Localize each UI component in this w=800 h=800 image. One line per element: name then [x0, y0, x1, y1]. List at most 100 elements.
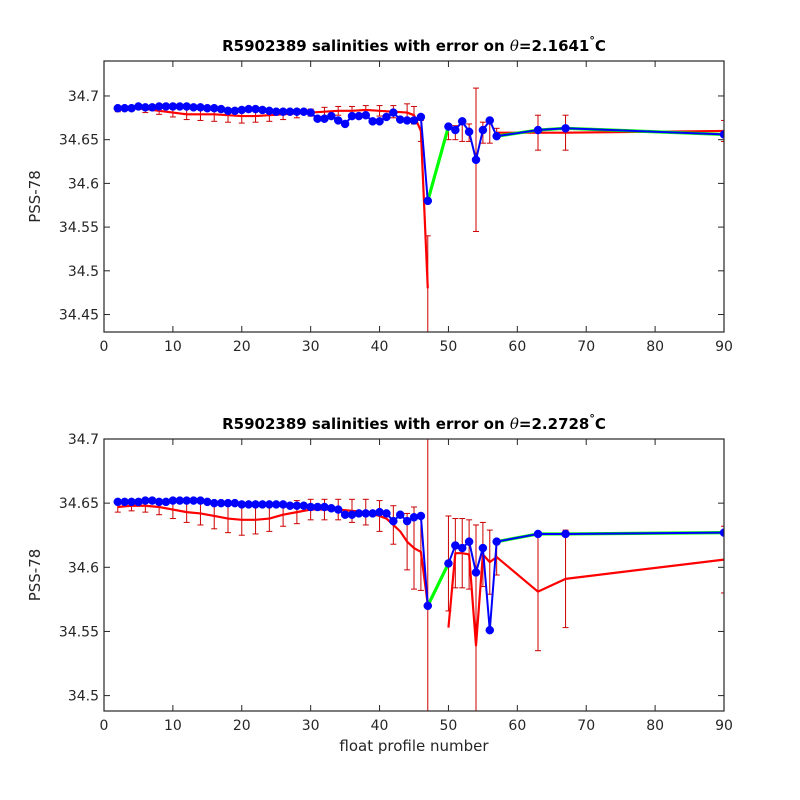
float-salinity-point — [561, 529, 570, 539]
title-value: =2.2728 — [519, 415, 589, 433]
title-degree: ° — [589, 412, 595, 425]
title-value: =2.1641 — [519, 37, 589, 55]
float-salinity-point — [561, 124, 570, 133]
float-salinity-point — [134, 497, 143, 507]
title-prefix: R5902389 salinities with error on — [222, 37, 510, 55]
float-salinity-point — [719, 130, 724, 139]
float-salinity-point — [306, 108, 315, 117]
float-salinity-point — [719, 528, 724, 537]
y-tick-label: 34.65 — [59, 496, 99, 512]
float-salinity-point — [485, 625, 495, 635]
float-salinity-point — [402, 516, 412, 526]
float-salinity-point — [327, 504, 336, 513]
title-prefix: R5902389 salinities with error on — [222, 415, 510, 433]
mapped-salinity-line — [117, 504, 429, 605]
x-tick-label: 70 — [577, 339, 595, 355]
float-salinity-point — [389, 516, 398, 526]
float-salinity-point — [533, 529, 543, 539]
float-salinity-point — [464, 537, 474, 546]
float-salinity-point — [457, 117, 467, 126]
float-salinity-point — [375, 507, 384, 517]
float-salinity-point — [161, 497, 171, 507]
float-salinity-point — [451, 125, 460, 135]
float-salinity-point — [409, 116, 419, 125]
plot-content — [113, 439, 724, 711]
top-salinity-panel: 0 10 20 30 40 50 60 70 80 90 34.45 34.5 34.55 34.6 34.… — [26, 34, 733, 355]
float-salinity-point — [395, 510, 405, 519]
interpolated-salinity-line — [426, 562, 450, 607]
float-salinity-point — [416, 511, 426, 521]
title-unit: C — [595, 415, 606, 433]
y-tick-label: 34.6 — [68, 176, 99, 192]
y-axis-label: PSS-78 — [26, 170, 44, 223]
x-tick-label: 0 — [100, 339, 109, 355]
title-degree: ° — [589, 34, 595, 47]
title-theta-symbol: θ — [510, 37, 519, 55]
float-salinity-point — [416, 112, 426, 122]
title-theta-symbol: θ — [510, 415, 519, 433]
y-tick-label: 34.6 — [68, 560, 99, 576]
x-tick-label: 80 — [646, 718, 664, 734]
y-tick-label: 34.45 — [59, 308, 99, 324]
x-tick-label: 40 — [371, 718, 389, 734]
float-salinity-point — [423, 196, 433, 206]
x-tick-label: 60 — [508, 718, 526, 734]
float-salinity-point — [278, 500, 288, 509]
x-tick-label: 20 — [233, 339, 251, 355]
x-tick-label: 70 — [577, 718, 595, 734]
y-tick-label: 34.7 — [68, 89, 99, 105]
float-salinity-point — [478, 543, 488, 553]
float-salinity-point — [203, 497, 212, 507]
y-tick-label: 34.55 — [59, 220, 99, 236]
float-salinity-point — [196, 496, 205, 505]
x-tick-label: 80 — [646, 339, 664, 355]
float-salinity-point — [464, 127, 474, 137]
chart-title: R5902389 salinities with error on θ=2.27… — [222, 412, 606, 433]
float-salinity-point — [492, 537, 501, 546]
x-tick-label: 40 — [371, 339, 389, 355]
float-salinity-point — [457, 543, 467, 553]
float-salinity-point — [485, 116, 495, 125]
plot-area — [104, 61, 724, 332]
float-salinity-point — [409, 513, 419, 522]
float-salinity-point — [333, 116, 343, 125]
float-salinity-point — [333, 505, 343, 514]
float-salinity-point — [368, 509, 377, 518]
float-salinity-point — [533, 125, 543, 135]
chart-title: R5902389 salinities with error on θ=2.16… — [222, 34, 606, 55]
float-salinity-point — [444, 122, 453, 131]
title-unit: C — [595, 37, 606, 55]
y-axis-label: PSS-78 — [26, 549, 44, 602]
float-salinity-point — [423, 601, 433, 611]
x-tick-label: 30 — [302, 718, 320, 734]
y-tick-label: 34.7 — [68, 432, 99, 448]
y-tick-label: 34.5 — [68, 689, 99, 705]
x-tick-label: 50 — [440, 718, 458, 734]
float-salinity-point — [340, 119, 350, 129]
float-salinity-point — [375, 117, 384, 126]
y-tick-label: 34.65 — [59, 133, 99, 149]
y-tick-label: 34.5 — [68, 264, 99, 280]
x-tick-label: 50 — [440, 339, 458, 355]
float-salinity-point — [478, 125, 488, 135]
x-tick-label: 90 — [715, 718, 733, 734]
float-salinity-point — [382, 509, 391, 518]
x-tick-label: 20 — [233, 718, 251, 734]
float-salinity-point — [299, 501, 309, 510]
float-salinity-point — [389, 108, 398, 117]
float-salinity-point — [382, 112, 391, 122]
x-tick-label: 10 — [164, 718, 182, 734]
x-axis-label: float profile number — [339, 737, 489, 755]
float-salinity-point — [471, 155, 481, 165]
axes-frame — [103, 438, 725, 712]
x-tick-label: 0 — [100, 718, 109, 734]
float-salinity-point — [492, 131, 501, 141]
x-tick-label: 90 — [715, 339, 733, 355]
float-salinity-point — [327, 111, 336, 121]
y-tick-label: 34.55 — [59, 624, 99, 640]
float-salinity-point — [471, 568, 481, 577]
plot-content — [113, 87, 724, 332]
float-salinity-point — [444, 559, 453, 568]
float-salinity-point — [147, 496, 157, 505]
